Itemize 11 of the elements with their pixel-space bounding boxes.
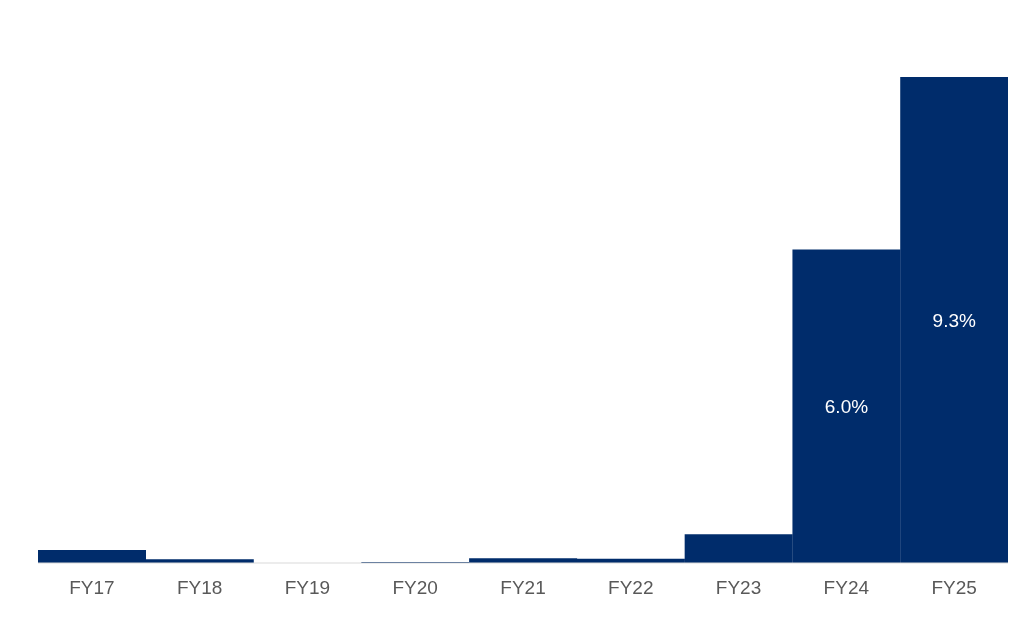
x-tick-label: FY20 <box>392 577 438 599</box>
x-tick-label: FY24 <box>823 577 870 599</box>
x-tick-label: FY21 <box>500 577 546 599</box>
data-label: 9.3% <box>932 309 976 331</box>
x-tick-label: FY23 <box>715 577 762 599</box>
x-tick-label: FY17 <box>69 577 115 599</box>
data-label: 6.0% <box>824 395 869 417</box>
x-tick-label: FY22 <box>608 577 654 599</box>
x-tick-label: FY18 <box>176 577 223 599</box>
x-tick-label: FY25 <box>931 577 977 599</box>
x-tick-label: FY19 <box>284 577 331 599</box>
